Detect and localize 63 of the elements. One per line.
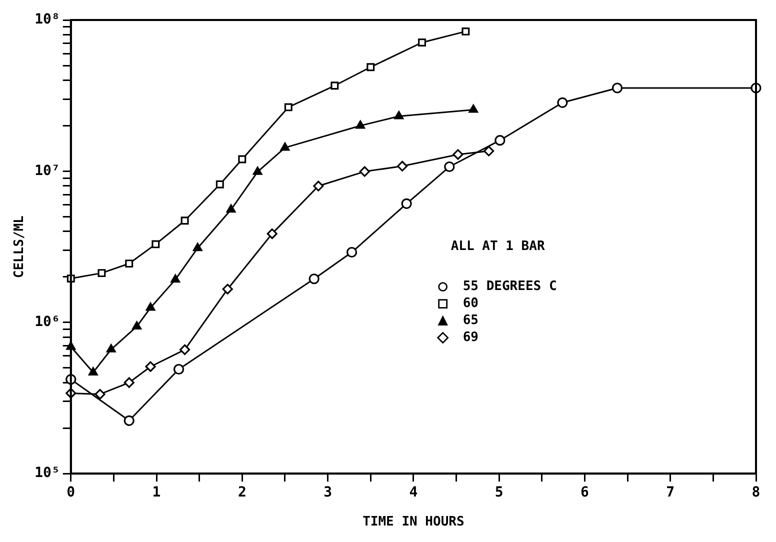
point [192, 242, 202, 252]
point [180, 216, 189, 225]
x-axis-title: TIME IN HOURS [362, 514, 464, 530]
x-tick-label: 7 [666, 484, 675, 501]
point [452, 149, 464, 160]
point [346, 246, 358, 258]
x-tick-label: 6 [580, 484, 589, 501]
legend-label: 60 [462, 296, 479, 312]
x-tick-label: 0 [66, 484, 76, 501]
point [179, 344, 190, 355]
legend-label: 69 [462, 330, 479, 346]
point [494, 135, 506, 146]
y-tick-label: 10⁷ [34, 162, 60, 179]
point [146, 302, 156, 311]
point [359, 166, 370, 177]
point [94, 388, 106, 400]
point [468, 104, 478, 113]
point [145, 361, 156, 372]
point [152, 240, 160, 248]
x-tick-label: 3 [324, 484, 332, 501]
point [173, 364, 184, 375]
point [366, 63, 375, 72]
point [216, 180, 224, 188]
point [356, 120, 366, 129]
point [484, 146, 494, 156]
legend-label: 55 DEGREES C [462, 279, 557, 294]
y-tick-label: 10⁵ [34, 465, 60, 482]
y-tick-label: 10⁶ [34, 314, 60, 330]
point [124, 377, 134, 388]
y-axis-title: CELLS/ML [12, 215, 28, 278]
point [106, 344, 116, 352]
point [252, 166, 262, 175]
point [284, 103, 292, 112]
x-tick-label: 5 [494, 484, 504, 501]
annotation: ALL AT 1 BAR [450, 239, 545, 254]
point [124, 415, 134, 426]
point [125, 260, 134, 268]
point [397, 160, 408, 172]
legend-label: 65 [462, 313, 479, 328]
point [170, 274, 180, 283]
point [226, 204, 236, 213]
point [394, 110, 404, 120]
point [88, 367, 98, 376]
x-tick-label: 8 [752, 484, 760, 501]
point [132, 321, 142, 330]
point [401, 198, 412, 209]
point [238, 155, 246, 164]
point [266, 228, 278, 240]
point [612, 82, 623, 94]
x-tick-label: 2 [238, 484, 246, 501]
point [98, 269, 106, 278]
point [222, 284, 233, 294]
point [444, 161, 455, 172]
x-tick-label: 4 [409, 484, 418, 501]
point [330, 82, 339, 90]
point [418, 38, 426, 46]
point [313, 180, 324, 192]
point [280, 142, 290, 151]
x-tick-label: 1 [152, 484, 161, 501]
point [308, 274, 320, 284]
point [462, 27, 470, 36]
point [557, 97, 568, 108]
y-tick-label: 10⁸ [34, 12, 60, 28]
